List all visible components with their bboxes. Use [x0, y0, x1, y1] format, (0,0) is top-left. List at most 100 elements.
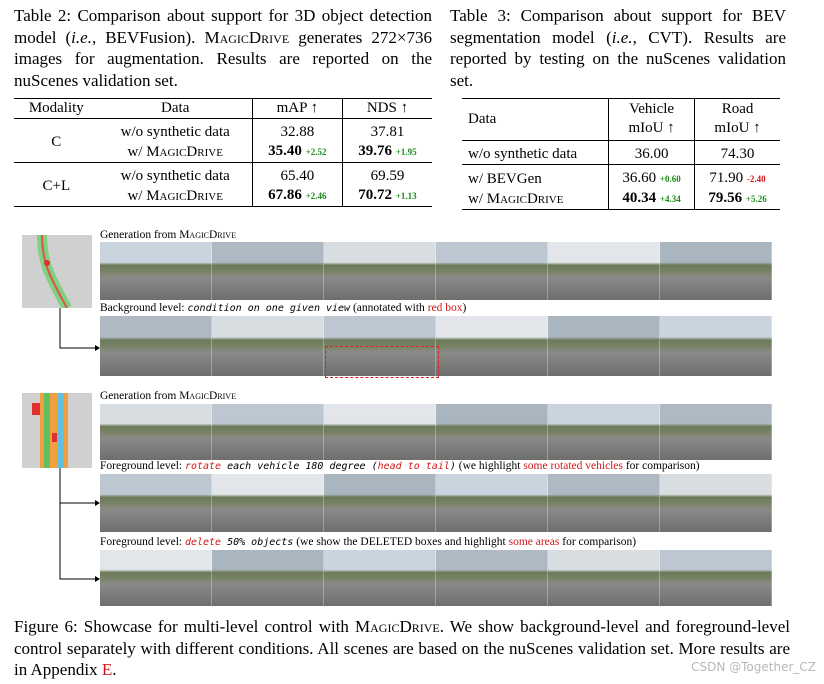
- delta: +2.52: [305, 147, 327, 157]
- camera-view: [660, 474, 772, 532]
- table: Data Vehicle mIoU ↑ Road mIoU ↑ w/o synthetic…: [462, 98, 780, 210]
- text: w/: [127, 187, 147, 204]
- header-cell: Road mIoU ↑: [694, 98, 780, 141]
- row: w/o synthetic data 36.00 74.30: [462, 140, 780, 165]
- cell: 40.34 +4.34: [608, 189, 695, 210]
- value: 67.86: [268, 187, 302, 203]
- camera-view: [100, 550, 212, 606]
- header-cell: NDS ↑: [341, 98, 432, 119]
- text: Foreground level:: [100, 460, 185, 472]
- delta: +2.46: [305, 191, 327, 201]
- camera-view: [324, 474, 436, 532]
- arrowheads: [95, 345, 100, 582]
- arrowhead: [95, 576, 100, 582]
- text: Foreground level:: [100, 536, 185, 548]
- cell: 36.00: [608, 140, 695, 165]
- delta: +0.60: [659, 174, 681, 184]
- camera-view: [436, 242, 548, 300]
- camera-view: [660, 404, 772, 460]
- text: i.e.: [71, 27, 92, 47]
- text: each vehicle 180 degree (: [221, 461, 378, 472]
- value: 36.60: [622, 170, 657, 186]
- value: 39.76: [358, 143, 393, 159]
- text: w/ BEVGen: [468, 170, 542, 187]
- header: Road: [721, 101, 754, 117]
- camera-view: [660, 316, 772, 376]
- header: mIoU ↑: [714, 120, 761, 136]
- camera-view: [212, 550, 324, 606]
- value: 74.30: [720, 146, 755, 162]
- camera-view: [100, 316, 212, 376]
- camera-view: [212, 242, 324, 300]
- camera-view: [324, 550, 436, 606]
- text: w/: [468, 190, 487, 207]
- camera-view: [100, 474, 212, 532]
- arrowhead: [95, 500, 100, 506]
- cell: w/o synthetic data: [99, 119, 253, 143]
- cell: 67.86 +2.46: [251, 186, 343, 207]
- text: condition on one given view: [187, 303, 351, 314]
- text: MagicDrive: [486, 190, 564, 207]
- value: 32.88: [280, 124, 315, 140]
- value: 40.34: [622, 190, 657, 206]
- text: for comparison): [559, 536, 637, 548]
- panel-label: Background level: condition on one given…: [100, 302, 466, 314]
- header: mIoU ↑: [628, 120, 675, 136]
- cell: w/o synthetic data: [98, 162, 253, 186]
- text: Generation from: [100, 229, 180, 241]
- image-strip: [100, 474, 772, 532]
- camera-view: [212, 404, 324, 460]
- header: Data: [468, 110, 497, 127]
- arrow: [59, 308, 98, 349]
- header: Modality: [28, 100, 84, 116]
- camera-view: [660, 242, 772, 300]
- text: E: [101, 660, 113, 679]
- cell: 70.72 +1.13: [341, 186, 432, 207]
- camera-view: [436, 316, 548, 376]
- header-cell: Modality: [14, 98, 99, 119]
- text: 50% objects: [221, 537, 294, 548]
- cell: 37.81: [341, 118, 432, 142]
- cell: C+L: [14, 162, 99, 207]
- header-row: Modality Data mAP ↑ NDS ↑: [14, 98, 432, 119]
- value: 79.56: [708, 190, 743, 206]
- camera-view: [212, 474, 324, 532]
- red-box: [325, 346, 439, 378]
- row: w/ MagicDrive 67.86 +2.46 70.72 +1.13: [14, 186, 432, 207]
- watermark: CSDN @Together_CZ: [691, 660, 816, 674]
- camera-view: [212, 316, 324, 376]
- row: w/ MagicDrive 40.34 +4.34 79.56 +5.26: [462, 189, 780, 210]
- table-caption: Table 2: Comparison about support for 3D…: [14, 5, 432, 91]
- delta: +1.13: [395, 191, 417, 201]
- bev-map: [22, 393, 92, 468]
- text: MagicDrive: [179, 390, 236, 402]
- cell: 32.88: [251, 118, 343, 142]
- camera-view: [548, 550, 660, 606]
- text: MagicDrive: [355, 617, 440, 636]
- cell: w/o synthetic data: [462, 141, 609, 165]
- panel-label: Generation from MagicDrive: [100, 390, 236, 402]
- text: for comparison): [622, 460, 700, 472]
- cell: w/ MagicDrive: [462, 189, 609, 210]
- text: some areas: [508, 536, 560, 548]
- text: i.e.: [611, 27, 633, 47]
- header-row: Data Vehicle mIoU ↑ Road mIoU ↑: [462, 98, 780, 141]
- text: ): [462, 302, 467, 314]
- text: MagicDrive: [179, 229, 236, 241]
- row: w/ BEVGen 36.60 +0.60 71.90 -2.40: [462, 164, 780, 189]
- delta: +4.34: [659, 194, 681, 204]
- delta: -2.40: [746, 174, 766, 184]
- camera-view: [436, 550, 548, 606]
- camera-view: [100, 404, 212, 460]
- map-drawing: [32, 393, 68, 468]
- panel-label: Foreground level: rotate each vehicle 18…: [100, 460, 700, 472]
- camera-view: [436, 404, 548, 460]
- value: 69.59: [370, 168, 405, 184]
- header: Vehicle: [629, 101, 675, 117]
- image-strip: [100, 550, 772, 606]
- text: (we highlight: [455, 460, 524, 472]
- text: MagicDrive: [146, 187, 223, 204]
